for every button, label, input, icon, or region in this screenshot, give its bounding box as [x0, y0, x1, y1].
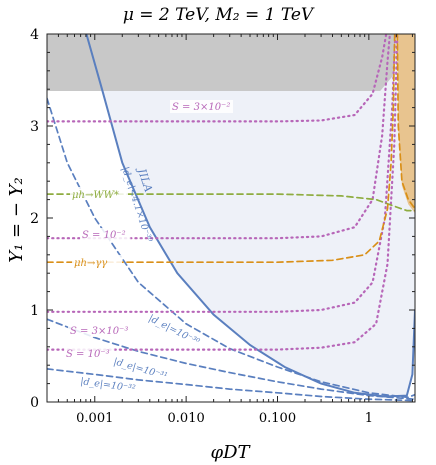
y-tick-label: 3 [30, 119, 39, 135]
x-axis-label: φDT [210, 442, 251, 463]
plot-area [47, 34, 415, 402]
series-line-7 [47, 34, 399, 351]
series-line-8 [47, 193, 415, 212]
annotation-s-2: S = 10⁻² [82, 230, 126, 241]
y-axis-label: Y₁ = − Y₂ [6, 177, 27, 263]
series-line-5 [47, 34, 391, 240]
x-tick-label: 0.010 [168, 411, 205, 426]
annotation-bg [170, 100, 233, 113]
series-line-4 [47, 34, 388, 123]
y-tick-label: 2 [30, 211, 39, 227]
annotation-bg [72, 255, 122, 268]
annotation-s-3: S = 3×10⁻³ [70, 326, 128, 337]
annotation-bg [80, 228, 131, 241]
series-line-0 [85, 34, 415, 398]
region-jila [86, 34, 415, 397]
annotation-bg [70, 187, 128, 200]
y-tick-label: 1 [30, 303, 39, 319]
annotation-bg [64, 347, 115, 360]
region-gray [47, 34, 397, 91]
series-line-6 [47, 34, 397, 313]
annotation-s-1: S = 3×10⁻² [172, 102, 230, 113]
x-tick-label: 1 [365, 411, 373, 426]
annotation-s-4: S = 10⁻³ [66, 349, 110, 360]
annotation-bg [68, 324, 131, 337]
series-line-2 [47, 318, 415, 401]
chart-title: μ = 2 TeV, M₂ = 1 TeV [123, 5, 315, 25]
series-line-9 [47, 34, 396, 264]
axes: 0.001 0.010 0.100 1 0 1 2 3 4 [30, 27, 416, 426]
x-tick-label: 0.001 [76, 411, 113, 426]
annotation-d30: |d_e|=10⁻³⁰ [147, 313, 202, 348]
series-line-10 [396, 34, 415, 210]
y-tick-label: 4 [30, 27, 39, 43]
y-tick-label: 0 [30, 395, 39, 411]
annotation-ww: μh→WW* [72, 190, 119, 201]
x-tick-label: 0.100 [259, 411, 296, 426]
series-line-3 [47, 368, 415, 402]
annotation-gg: μh→γγ [74, 258, 107, 269]
